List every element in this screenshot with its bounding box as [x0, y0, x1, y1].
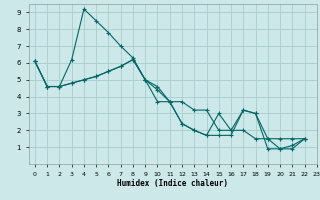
X-axis label: Humidex (Indice chaleur): Humidex (Indice chaleur) [117, 179, 228, 188]
